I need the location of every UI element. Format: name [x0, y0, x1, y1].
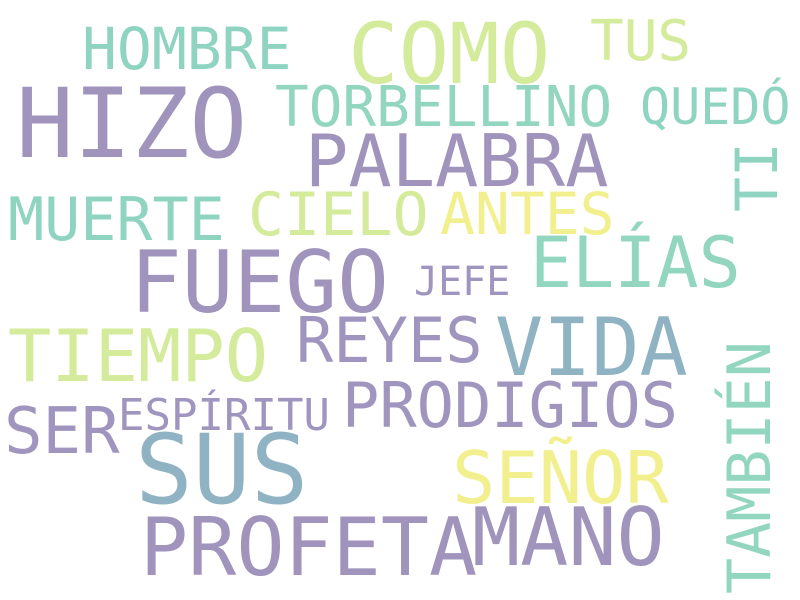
word-jefe: JEFE [414, 259, 511, 305]
word-quedo: QUEDÓ [640, 78, 791, 136]
word-prodigios: PRODIGIOS [342, 369, 678, 442]
word-hizo: HIZO [16, 68, 248, 180]
word-antes: ANTES [440, 180, 615, 248]
word-mano: MANO [472, 491, 665, 584]
word-espiritu: ESPÍRITU [118, 390, 330, 441]
word-reyes: REYES [296, 304, 483, 377]
word-vida: VIDA [495, 301, 688, 394]
word-elias: ELÍAS [530, 222, 741, 304]
word-tus: TUS [590, 9, 692, 74]
word-sus: SUS [135, 414, 309, 526]
word-torbellino: TORBELLINO [275, 75, 613, 140]
word-muerte: MUERTE [8, 185, 225, 255]
word-como: COMO [348, 5, 551, 103]
word-senor: SEÑOR [452, 436, 669, 520]
word-tiempo: TIEMPO [8, 314, 269, 398]
word-cielo: CIELO [248, 180, 429, 250]
word-profeta: PROFETA [140, 501, 478, 594]
word-ti: TI [723, 142, 791, 212]
word-fuego: FUEGO [130, 233, 389, 333]
word-ser: SER [4, 395, 120, 469]
word-palabra: PALABRA [305, 119, 609, 203]
word-hombre: HOMBRE [82, 15, 292, 83]
word-tambien: TAMBIÉN [715, 341, 785, 594]
